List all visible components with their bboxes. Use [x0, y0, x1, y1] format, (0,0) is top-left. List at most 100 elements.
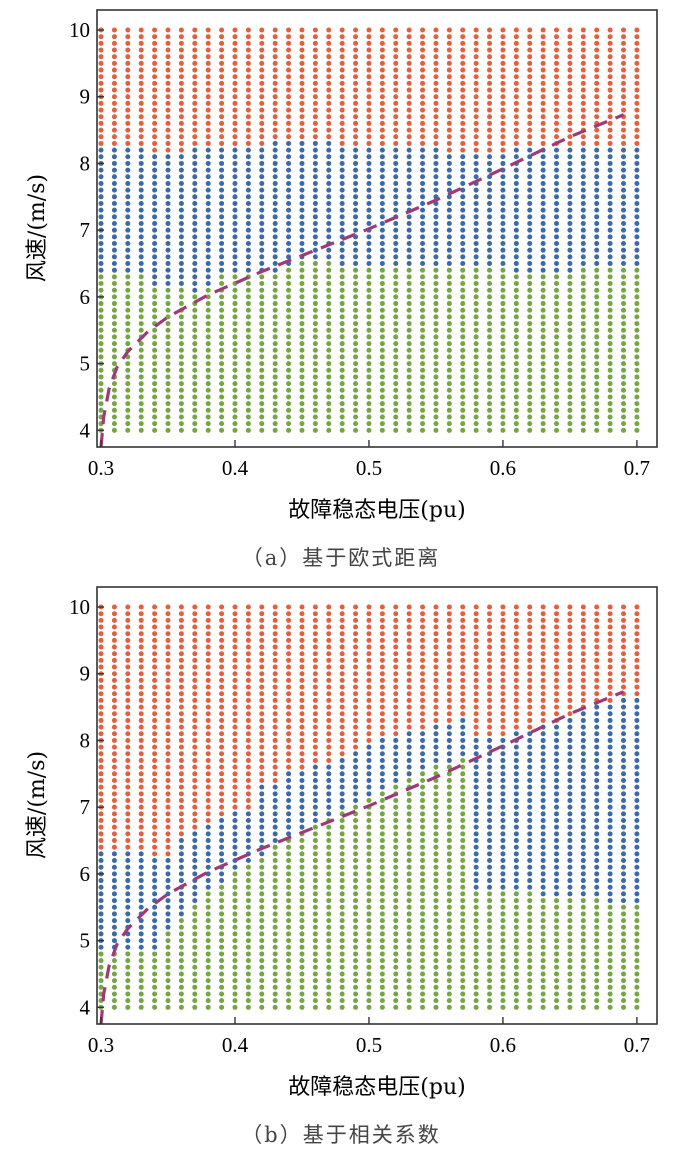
scatter-point-blue — [219, 221, 225, 226]
scatter-point-blue — [205, 214, 211, 220]
scatter-point-green — [487, 944, 493, 950]
scatter-point-green — [379, 301, 385, 307]
scatter-point-green — [98, 301, 104, 307]
scatter-point-red — [98, 657, 104, 663]
scatter-point-blue — [178, 864, 184, 870]
scatter-point-green — [192, 958, 198, 964]
scatter-point-red — [621, 27, 627, 33]
scatter-point-red — [205, 811, 211, 817]
scatter-point-blue — [634, 247, 640, 253]
scatter-point-blue — [393, 200, 399, 206]
scatter-point-green — [245, 871, 251, 877]
scatter-point-green — [567, 347, 573, 353]
scatter-point-green — [634, 387, 640, 393]
scatter-point-red — [152, 804, 158, 810]
scatter-point-green — [98, 274, 104, 280]
scatter-point-blue — [245, 241, 251, 247]
scatter-point-red — [473, 34, 479, 40]
scatter-point-red — [219, 798, 225, 803]
scatter-point-red — [473, 644, 479, 650]
scatter-point-blue — [192, 160, 198, 166]
scatter-point-red — [420, 697, 426, 703]
scatter-point-green — [339, 851, 345, 857]
scatter-point-green — [339, 361, 345, 367]
scatter-point-red — [567, 611, 573, 617]
scatter-point-green — [138, 374, 144, 380]
scatter-point-blue — [594, 831, 600, 837]
scatter-point-red — [98, 811, 104, 817]
scatter-point-green — [366, 958, 372, 964]
scatter-point-green — [460, 858, 466, 864]
scatter-point-blue — [232, 261, 238, 267]
scatter-point-blue — [366, 174, 372, 180]
scatter-point-blue — [353, 207, 359, 213]
scatter-point-green — [487, 938, 493, 944]
scatter-point-blue — [272, 140, 278, 146]
scatter-point-green — [353, 347, 359, 353]
scatter-point-green — [219, 924, 225, 930]
scatter-point-red — [540, 120, 546, 126]
scatter-point-blue — [138, 851, 144, 857]
scatter-point-red — [339, 94, 345, 100]
scatter-point-green — [152, 334, 158, 340]
scatter-point-blue — [580, 154, 586, 160]
scatter-point-red — [312, 127, 318, 133]
scatter-point-red — [433, 107, 439, 113]
scatter-point-red — [205, 764, 211, 770]
scatter-point-green — [299, 394, 305, 400]
scatter-point-red — [580, 611, 586, 617]
scatter-point-blue — [111, 154, 117, 160]
scatter-point-red — [152, 704, 158, 710]
scatter-point-red — [607, 27, 613, 33]
scatter-point-green — [420, 427, 426, 433]
scatter-point-red — [580, 140, 586, 146]
scatter-point-blue — [580, 744, 586, 750]
scatter-point-red — [98, 40, 104, 46]
scatter-point-red — [420, 717, 426, 723]
scatter-point-green — [353, 924, 359, 930]
scatter-point-green — [339, 918, 345, 924]
scatter-point-red — [379, 717, 385, 723]
scatter-point-blue — [513, 221, 519, 226]
scatter-point-green — [460, 301, 466, 307]
scatter-point-green — [178, 314, 184, 320]
scatter-point-red — [594, 47, 600, 53]
scatter-point-green — [433, 798, 439, 803]
scatter-point-green — [420, 944, 426, 950]
scatter-point-green — [152, 421, 158, 427]
scatter-point-red — [500, 664, 506, 670]
scatter-point-blue — [473, 214, 479, 220]
scatter-point-red — [540, 140, 546, 146]
scatter-point-blue — [527, 207, 533, 213]
scatter-point-blue — [259, 227, 265, 233]
scatter-point-green — [192, 944, 198, 950]
scatter-point-green — [379, 864, 385, 870]
scatter-point-red — [594, 40, 600, 46]
scatter-point-green — [621, 387, 627, 393]
scatter-point-green — [205, 964, 211, 970]
scatter-point-green — [111, 381, 117, 387]
scatter-point-blue — [621, 811, 627, 817]
scatter-point-red — [272, 764, 278, 770]
scatter-point-blue — [232, 154, 238, 160]
scatter-point-green — [460, 884, 466, 890]
scatter-point-red — [379, 697, 385, 703]
scatter-point-blue — [473, 824, 479, 830]
scatter-point-green — [554, 984, 560, 990]
scatter-point-blue — [446, 247, 452, 253]
scatter-point-red — [138, 704, 144, 710]
scatter-point-blue — [165, 180, 171, 186]
scatter-point-red — [125, 644, 131, 650]
scatter-point-green — [420, 287, 426, 293]
scatter-point-red — [339, 87, 345, 93]
scatter-point-green — [433, 824, 439, 830]
scatter-point-red — [152, 107, 158, 113]
scatter-point-red — [165, 724, 171, 730]
scatter-point-green — [165, 321, 171, 327]
scatter-point-green — [527, 361, 533, 367]
scatter-point-red — [621, 67, 627, 73]
scatter-point-red — [192, 47, 198, 53]
scatter-point-red — [393, 631, 399, 637]
scatter-point-blue — [245, 174, 251, 180]
scatter-point-red — [567, 624, 573, 630]
